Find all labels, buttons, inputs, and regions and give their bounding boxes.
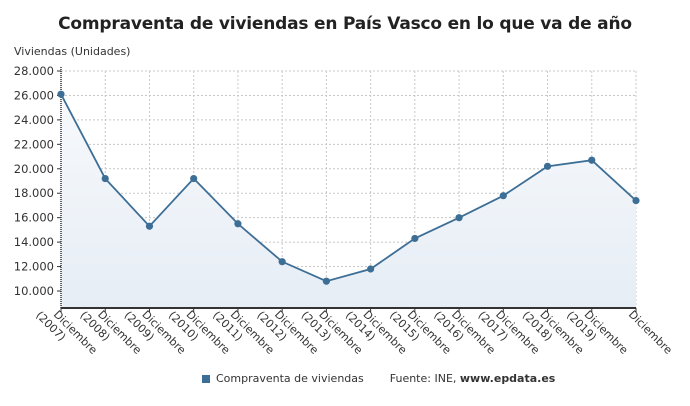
- x-tick-label: Diciembre(2011): [210, 299, 277, 366]
- data-point: [57, 90, 65, 98]
- y-tick-label: 14.000: [14, 235, 54, 249]
- source-prefix: Fuente: INE,: [389, 372, 460, 385]
- x-tick-label: Diciembre(2008): [77, 299, 144, 366]
- y-tick-label: 28.000: [14, 64, 54, 78]
- x-tick-label: Diciembre(2019): [564, 299, 631, 366]
- data-point: [543, 162, 552, 170]
- source-site: www.epdata.es: [459, 372, 556, 385]
- legend-swatch: [202, 374, 210, 383]
- chart-title: Compraventa de viviendas en País Vasco e…: [58, 14, 632, 34]
- data-point: [367, 265, 375, 273]
- legend: Compraventa de viviendas Fuente: INE, ww…: [202, 372, 555, 385]
- y-tick-label: 22.000: [14, 137, 54, 151]
- y-tick-label: 24.000: [14, 113, 54, 127]
- y-tick-label: 16.000: [14, 211, 54, 225]
- data-point: [234, 220, 242, 228]
- x-tick-label: Diciembre(2007): [33, 299, 100, 366]
- data-point: [499, 192, 507, 200]
- y-tick-label: 12.000: [14, 260, 54, 274]
- x-tick-label: Diciembre(2010): [166, 299, 233, 366]
- data-point: [101, 174, 109, 183]
- data-point: [455, 214, 463, 222]
- y-tick-label: 18.000: [14, 186, 54, 200]
- legend-label[interactable]: Compraventa de viviendas: [216, 372, 364, 385]
- data-point: [411, 234, 419, 243]
- y-tick-label: 26.000: [14, 88, 54, 102]
- data-point: [190, 174, 198, 183]
- x-tick-label: Diciembre(2016): [431, 299, 498, 366]
- x-tick-label: Diciembre(2015): [387, 299, 454, 366]
- x-tick-label: Diciembre(2017): [476, 299, 543, 366]
- data-point: [278, 258, 286, 266]
- x-tick-label: Diciembre(2012): [254, 299, 321, 366]
- x-tick-label: Diciembre(2009): [122, 299, 189, 366]
- x-tick-label: Diciembre(2018): [520, 299, 587, 366]
- data-point: [322, 277, 330, 285]
- data-point: [588, 156, 596, 164]
- data-line: [60, 93, 637, 283]
- data-point: [145, 222, 154, 230]
- source-note: Fuente: INE, www.epdata.es: [390, 372, 556, 385]
- x-tick-label: Diciembre(2013): [299, 299, 366, 366]
- x-tick-label: Diciembre(2014): [343, 299, 410, 366]
- y-tick-label: 10.000: [14, 284, 54, 298]
- area-fill: [61, 94, 636, 308]
- x-tick-label: Diciembre: [626, 308, 675, 357]
- y-axis-label: Viviendas (Unidades): [14, 45, 131, 58]
- y-tick-label: 20.000: [14, 162, 54, 176]
- data-point: [632, 196, 640, 205]
